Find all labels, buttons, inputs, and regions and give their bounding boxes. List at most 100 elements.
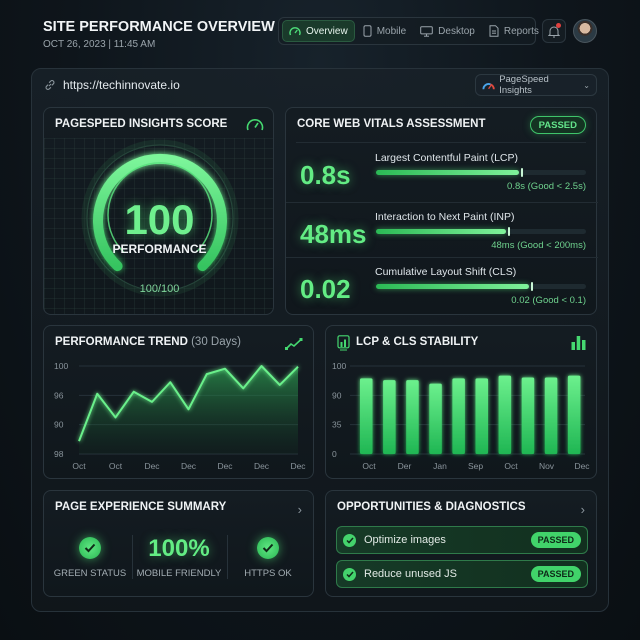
opportunity-label: Reduce unused JS	[364, 568, 457, 580]
site-url: https://techinnovate.io	[44, 78, 180, 92]
panel-title: PAGE EXPERIENCE SUMMARY	[55, 501, 227, 513]
item-label: HTTPS OK	[244, 568, 292, 579]
panel-subtitle: (30 Days)	[191, 336, 241, 348]
performance-trend-chart: 100 96 90 98 Oct Oct Dec Dec Dec Dec Dec	[54, 361, 306, 471]
page-experience-panel[interactable]: PAGE EXPERIENCE SUMMARY › GREEN STATUS 1…	[43, 490, 314, 597]
trend-up-icon	[285, 338, 303, 350]
divider	[296, 142, 586, 143]
tab-mobile[interactable]: Mobile	[357, 20, 412, 42]
metric-bar-fill	[376, 284, 530, 289]
page-title: SITE PERFORMANCE OVERVIEW	[43, 19, 275, 35]
metric-bar-marker	[508, 227, 511, 236]
opportunity-item[interactable]: Optimize images PASSED	[336, 526, 588, 554]
svg-text:96: 96	[54, 390, 64, 400]
tab-overview-label: Overview	[306, 25, 348, 37]
svg-text:Oct: Oct	[504, 461, 518, 471]
svg-text:Jan: Jan	[433, 461, 447, 471]
svg-text:Oct: Oct	[72, 461, 86, 471]
metric-bar-fill	[376, 229, 507, 234]
svg-text:35: 35	[332, 420, 342, 430]
metric-bar-marker	[531, 282, 534, 291]
metric-value: 0.8s	[300, 160, 351, 190]
check-circle-icon	[343, 533, 356, 547]
metric-note: 0.02 (Good < 0.1)	[511, 295, 586, 306]
svg-text:90: 90	[332, 390, 342, 400]
view-tabs: Overview Mobile Desktop Reports	[278, 17, 539, 45]
monitor-icon	[420, 25, 433, 37]
source-select[interactable]: PageSpeed Insights ⌄	[475, 74, 597, 96]
speedometer-icon	[246, 119, 264, 131]
status-badge: PASSED	[530, 532, 581, 548]
panel-title: CORE WEB VITALS ASSESSMENT	[297, 118, 486, 130]
core-web-vitals-panel: CORE WEB VITALS ASSESSMENT PASSED 0.8s L…	[285, 107, 598, 315]
metric-bar-marker	[520, 168, 523, 177]
svg-text:100: 100	[54, 361, 68, 371]
check-circle-icon	[79, 537, 101, 559]
link-icon	[45, 80, 55, 90]
svg-text:Oct: Oct	[362, 461, 376, 471]
score-gauge	[81, 139, 239, 297]
metric-name: Largest Contentful Paint (LCP)	[375, 152, 518, 164]
metric-note: 0.8s (Good < 2.5s)	[507, 181, 586, 192]
notification-dot	[556, 23, 561, 28]
check-circle-icon	[343, 567, 356, 581]
metric-bar	[376, 227, 586, 236]
tab-reports[interactable]: Reports	[483, 20, 545, 42]
svg-text:0: 0	[332, 449, 337, 459]
svg-text:Oct: Oct	[109, 461, 123, 471]
svg-text:Dec: Dec	[181, 461, 197, 471]
status-badge: PASSED	[530, 566, 581, 582]
gauge-icon	[289, 27, 301, 36]
chevron-right-icon[interactable]: ›	[297, 502, 302, 517]
phone-icon	[363, 25, 372, 37]
panel-title: LCP & CLS STABILITY	[356, 336, 479, 348]
mobile-friendly-item: 100% MOBILE FRIENDLY	[135, 535, 223, 580]
performance-trend-panel: PERFORMANCE TREND (30 Days) 100 96 90 98 Oct…	[43, 325, 314, 479]
svg-text:100: 100	[332, 361, 346, 371]
source-select-value: PageSpeed Insights	[499, 74, 549, 96]
svg-text:Dec: Dec	[144, 461, 160, 471]
chevron-down-icon: ⌄	[583, 80, 590, 90]
item-label: MOBILE FRIENDLY	[136, 568, 222, 579]
metric-cls: 0.02 Cumulative Layout Shift (CLS) 0.02 …	[286, 257, 598, 315]
svg-text:Dec: Dec	[254, 461, 270, 471]
site-url-text: https://techinnovate.io	[63, 78, 180, 92]
metric-value: 48ms	[300, 219, 367, 249]
metric-bar	[376, 282, 586, 291]
bar-chart-icon	[337, 335, 350, 351]
notifications-button[interactable]	[542, 19, 566, 43]
tab-reports-label: Reports	[503, 25, 539, 37]
chevron-right-icon[interactable]: ›	[580, 502, 585, 517]
stability-bar-chart: 100 90 35 0 Oct Der Jan Sep Oct Nov Dec	[332, 361, 590, 471]
opportunity-item[interactable]: Reduce unused JS PASSED	[336, 560, 588, 588]
tab-desktop[interactable]: Desktop	[414, 20, 481, 42]
tab-mobile-label: Mobile	[376, 25, 407, 37]
panel-title: PERFORMANCE TREND (30 Days)	[55, 336, 241, 348]
svg-text:Nov: Nov	[539, 461, 555, 471]
score-label: PERFORMANCE	[112, 242, 207, 256]
status-badge: PASSED	[529, 116, 586, 134]
score-value: 100	[124, 196, 195, 243]
opportunity-label: Optimize images	[364, 534, 446, 546]
svg-text:Dec: Dec	[217, 461, 233, 471]
grid-background	[44, 138, 273, 314]
svg-text:Der: Der	[398, 461, 412, 471]
green-status-item: GREEN STATUS	[46, 537, 134, 579]
metric-bar	[376, 168, 586, 177]
opportunities-panel[interactable]: OPPORTUNITIES & DIAGNOSTICS › Optimize i…	[325, 490, 597, 597]
document-icon	[489, 25, 499, 37]
metric-name: Interaction to Next Paint (INP)	[375, 211, 515, 223]
bars-icon	[571, 336, 586, 350]
item-label: GREEN STATUS	[53, 568, 127, 579]
tab-overview[interactable]: Overview	[282, 20, 355, 42]
pagespeed-icon	[482, 82, 495, 89]
svg-text:98: 98	[54, 449, 64, 459]
pagespeed-score-panel: PAGESPEED INSIGHTS SCORE 100 PERFORMANCE…	[43, 107, 274, 315]
item-value: 100%	[148, 535, 210, 562]
metric-note: 48ms (Good < 200ms)	[491, 240, 586, 251]
svg-text:90: 90	[54, 420, 64, 430]
panel-title: PAGESPEED INSIGHTS SCORE	[55, 118, 228, 130]
metric-value: 0.02	[300, 274, 351, 304]
stability-panel: LCP & CLS STABILITY 100 90 35 0 Oct Der Jan Sep…	[325, 325, 597, 479]
user-avatar[interactable]	[573, 19, 597, 43]
